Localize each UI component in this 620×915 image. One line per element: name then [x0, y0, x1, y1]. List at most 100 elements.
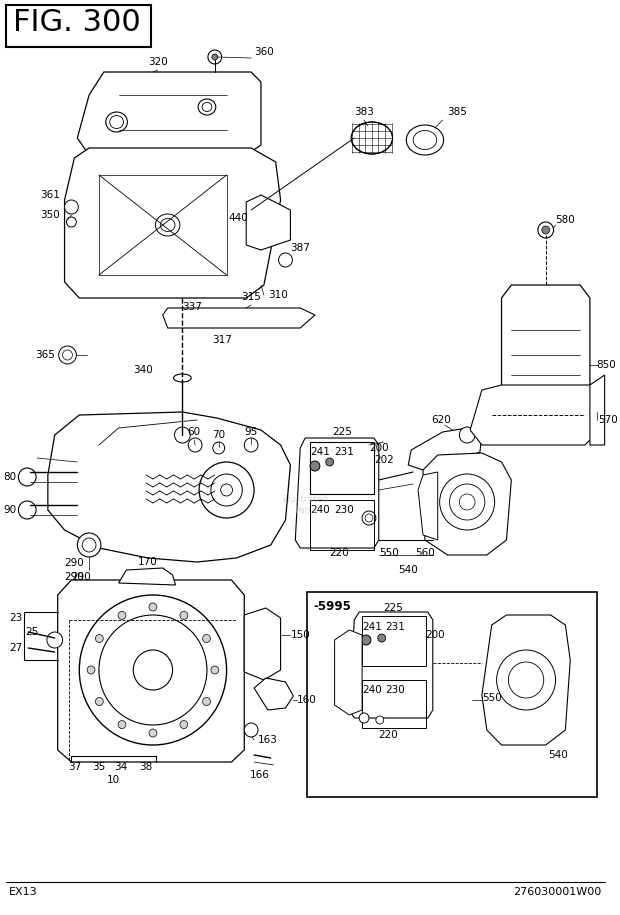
Circle shape [19, 501, 36, 519]
Circle shape [87, 666, 95, 674]
Text: 365: 365 [35, 350, 55, 360]
Text: 361: 361 [40, 190, 60, 200]
Circle shape [278, 253, 293, 267]
Circle shape [450, 484, 485, 520]
Text: 440: 440 [229, 213, 248, 223]
Text: 200: 200 [369, 443, 389, 453]
Circle shape [149, 729, 157, 737]
Circle shape [99, 615, 207, 725]
Text: 560: 560 [415, 548, 435, 558]
Circle shape [78, 533, 101, 557]
Circle shape [542, 226, 550, 234]
Text: 315: 315 [241, 292, 261, 302]
Text: 80: 80 [3, 472, 17, 482]
Text: 320: 320 [148, 57, 168, 67]
Text: 60: 60 [188, 427, 201, 437]
Circle shape [538, 222, 554, 238]
Text: 540: 540 [549, 750, 569, 760]
Text: 290: 290 [64, 572, 84, 582]
Polygon shape [295, 438, 379, 548]
Circle shape [208, 50, 222, 64]
Circle shape [211, 666, 219, 674]
Text: 385: 385 [448, 107, 467, 117]
Circle shape [362, 511, 376, 525]
Ellipse shape [406, 125, 443, 155]
Circle shape [199, 462, 254, 518]
Circle shape [361, 635, 371, 645]
Circle shape [376, 716, 384, 724]
Text: 230: 230 [386, 685, 405, 695]
Circle shape [211, 474, 242, 506]
Text: 34: 34 [114, 762, 127, 772]
Polygon shape [502, 285, 590, 395]
Text: 387: 387 [290, 243, 310, 253]
Text: 383: 383 [354, 107, 374, 117]
Text: 202: 202 [374, 455, 394, 465]
Text: 38: 38 [140, 762, 153, 772]
Circle shape [440, 474, 495, 530]
Circle shape [459, 494, 475, 510]
Ellipse shape [352, 122, 392, 154]
Text: 290: 290 [71, 572, 91, 582]
Text: 25: 25 [25, 627, 38, 637]
Circle shape [95, 634, 104, 642]
Circle shape [180, 720, 188, 728]
Bar [307, 592, 597, 797]
Circle shape [365, 514, 373, 522]
Text: 160: 160 [297, 695, 317, 705]
Circle shape [95, 697, 104, 705]
Circle shape [213, 442, 224, 454]
Text: 550: 550 [482, 693, 502, 703]
Circle shape [590, 398, 604, 412]
Text: illustrated
Parts: illustrated Parts [282, 495, 328, 515]
Ellipse shape [110, 115, 123, 128]
Polygon shape [78, 72, 261, 155]
Polygon shape [418, 472, 438, 540]
Circle shape [244, 438, 258, 452]
Circle shape [149, 603, 157, 611]
Circle shape [118, 720, 126, 728]
Text: 225: 225 [332, 427, 352, 437]
Text: -5995: -5995 [313, 600, 351, 613]
Text: 360: 360 [254, 47, 274, 57]
Text: 317: 317 [212, 335, 232, 345]
Circle shape [118, 611, 126, 619]
Bar [362, 680, 426, 728]
Text: 231: 231 [386, 622, 405, 632]
Polygon shape [246, 195, 290, 250]
Ellipse shape [161, 219, 175, 231]
Polygon shape [349, 612, 433, 718]
Circle shape [19, 468, 36, 486]
Circle shape [63, 350, 73, 360]
Circle shape [175, 427, 190, 443]
Circle shape [79, 595, 226, 745]
Text: 23: 23 [9, 613, 22, 623]
Circle shape [66, 217, 76, 227]
Polygon shape [163, 308, 315, 328]
Text: 540: 540 [399, 565, 418, 575]
Circle shape [180, 611, 188, 619]
Circle shape [508, 662, 544, 698]
Ellipse shape [413, 131, 436, 149]
Polygon shape [335, 630, 362, 715]
Circle shape [459, 427, 475, 443]
Polygon shape [118, 568, 175, 585]
Text: 220: 220 [379, 730, 399, 740]
Text: 70: 70 [212, 430, 225, 440]
Polygon shape [482, 615, 570, 745]
Text: 290: 290 [64, 558, 84, 568]
Polygon shape [58, 580, 244, 762]
Text: 580: 580 [556, 215, 575, 225]
Circle shape [221, 484, 232, 496]
Bar [310, 442, 374, 494]
Polygon shape [254, 678, 293, 710]
Text: 220: 220 [330, 548, 350, 558]
Ellipse shape [198, 99, 216, 115]
Bar [310, 500, 374, 550]
Text: 570: 570 [598, 415, 618, 425]
Polygon shape [590, 375, 604, 445]
Bar [362, 616, 426, 666]
Text: 10: 10 [107, 775, 120, 785]
Ellipse shape [156, 214, 180, 236]
Circle shape [497, 650, 556, 710]
